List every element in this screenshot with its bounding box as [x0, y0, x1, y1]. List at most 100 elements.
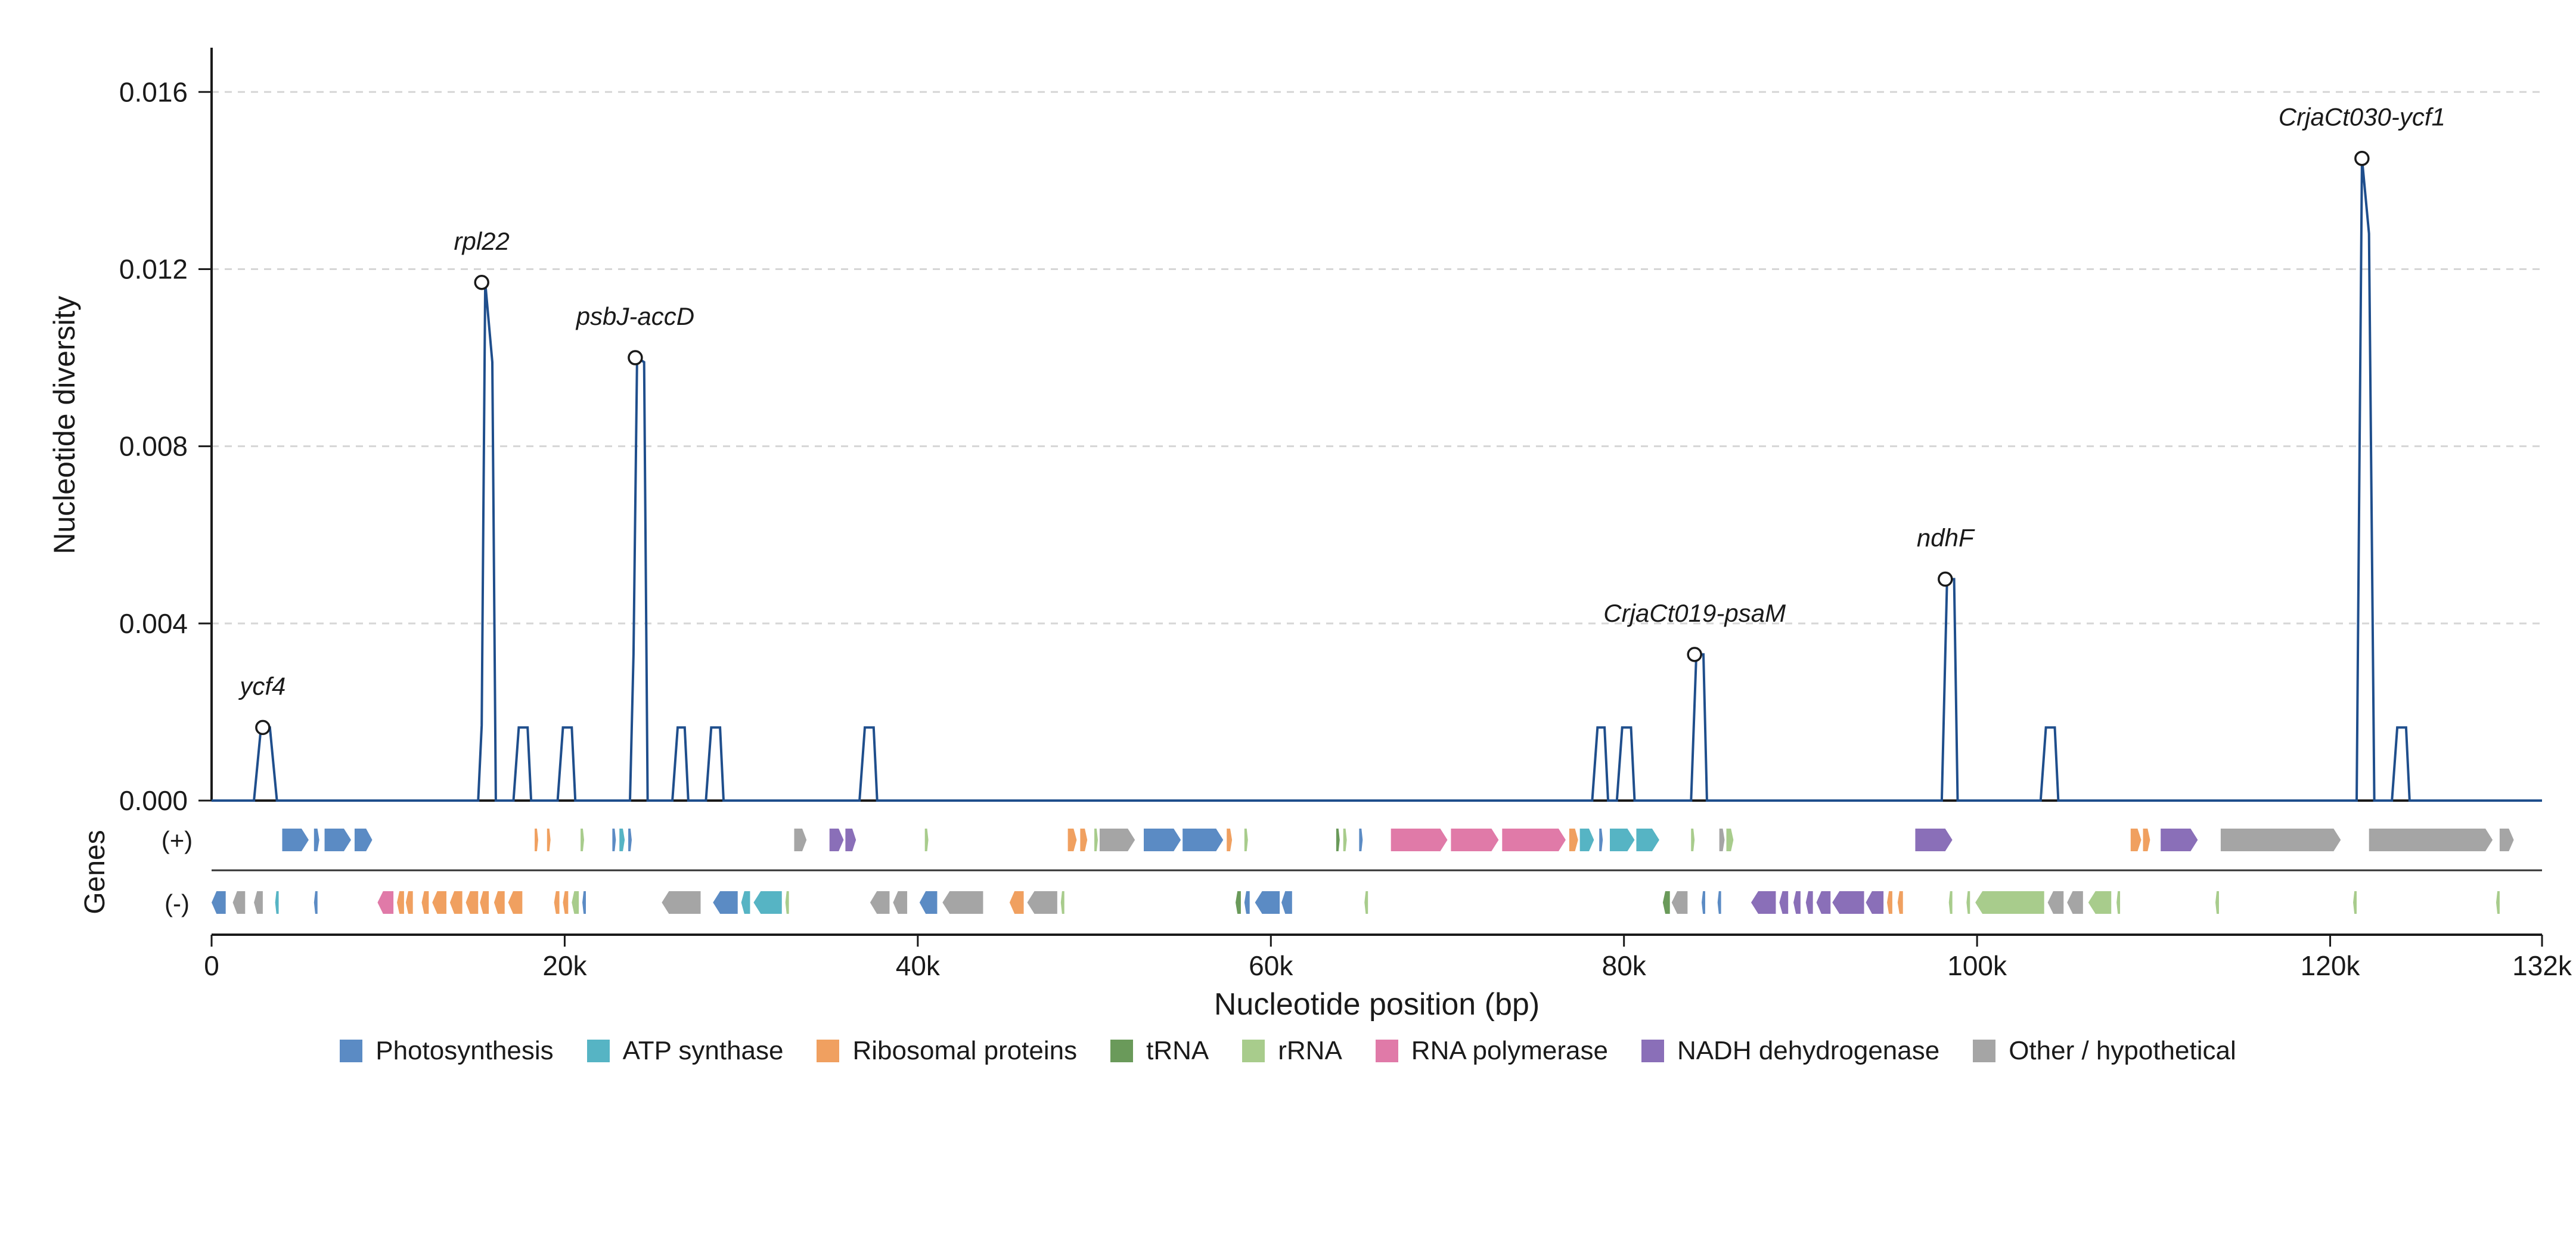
- gene-plus: [1391, 829, 1448, 851]
- legend-label: Ribosomal proteins: [852, 1036, 1078, 1065]
- diversity-line-layer: [212, 158, 2542, 802]
- gene-minus: [1779, 891, 1789, 914]
- gene-plus: [1343, 829, 1347, 851]
- legend-swatch: [340, 1040, 363, 1062]
- legend-item: Ribosomal proteins: [817, 1036, 1077, 1066]
- y-tick-label: 0.012: [119, 253, 188, 284]
- peak-label: ndhF: [1917, 524, 1975, 552]
- legend-label: tRNA: [1146, 1036, 1209, 1065]
- peak-label: psbJ-accD: [575, 302, 694, 330]
- gene-plus: [1610, 829, 1635, 851]
- gene-plus: [1244, 829, 1248, 851]
- genes-track-label: Genes: [79, 830, 111, 914]
- gene-plus: [1579, 829, 1594, 851]
- gene-plus: [1227, 829, 1233, 851]
- gene-minus: [1244, 891, 1250, 914]
- y-axis-label: Nucleotide diversity: [48, 296, 81, 554]
- gene-minus: [421, 891, 429, 914]
- gene-minus: [662, 891, 701, 914]
- gene-minus: [1751, 891, 1776, 914]
- legend-swatch: [1242, 1040, 1265, 1062]
- gene-minus: [713, 891, 738, 914]
- gene-minus: [1805, 891, 1813, 914]
- y-tick-label: 0.004: [119, 608, 188, 639]
- gene-plus: [1094, 829, 1098, 851]
- peak-label: CrjaCt030-ycf1: [2279, 103, 2445, 131]
- gene-plus: [628, 829, 632, 851]
- gene-plus: [1726, 829, 1734, 851]
- gene-minus: [563, 891, 569, 914]
- legend-item: NADH dehydrogenase: [1641, 1036, 1939, 1066]
- gene-minus: [254, 891, 263, 914]
- gene-plus: [1719, 829, 1725, 851]
- gene-minus: [785, 891, 789, 914]
- gene-minus: [870, 891, 890, 914]
- gene-track: [212, 829, 2542, 914]
- peak-label: CrjaCt019-psaM: [1603, 599, 1786, 627]
- chart-legend: Photosynthesis ATP synthase Ribosomal prot…: [0, 1036, 2576, 1066]
- x-axis-label: Nucleotide position (bp): [1214, 987, 1540, 1022]
- x-tick-label: 60k: [1249, 950, 1293, 981]
- peak-marker: [2354, 150, 2370, 166]
- gene-minus: [893, 891, 908, 914]
- gene-plus: [2130, 829, 2142, 851]
- gene-plus: [324, 829, 352, 851]
- gene-plus: [845, 829, 856, 851]
- gene-minus: [554, 891, 560, 914]
- gridlines: [212, 91, 2542, 625]
- gene-plus: [282, 829, 309, 851]
- plus-strand-label: (+): [162, 826, 193, 854]
- gene-minus: [1832, 891, 1864, 914]
- gene-minus: [314, 891, 318, 914]
- gene-minus: [449, 891, 463, 914]
- gene-plus: [1183, 829, 1224, 851]
- gene-minus: [1816, 891, 1831, 914]
- x-tick-label: 100k: [1947, 950, 2007, 981]
- gene-minus: [2088, 891, 2112, 914]
- x-tick-label: 120k: [2301, 950, 2361, 981]
- gene-minus: [1364, 891, 1368, 914]
- gene-plus: [2369, 829, 2493, 851]
- gene-minus: [2047, 891, 2064, 914]
- gene-plus: [2161, 829, 2198, 851]
- gene-plus: [581, 829, 585, 851]
- peak-marker: [1687, 647, 1702, 662]
- x-tick-label: 80k: [1602, 950, 1647, 981]
- legend-label: Other / hypothetical: [2009, 1036, 2236, 1065]
- gene-plus: [1336, 829, 1340, 851]
- legend-item: rRNA: [1242, 1036, 1342, 1066]
- x-tick-label: 20k: [542, 950, 587, 981]
- gene-minus: [1948, 891, 1953, 914]
- peak-annotations: ycf4 rpl22 psbJ-accD CrjaCt019-psaM ndhF Crja…: [238, 103, 2445, 736]
- legend-swatch: [1375, 1040, 1398, 1062]
- legend-label: ATP synthase: [622, 1036, 784, 1065]
- gene-minus: [1966, 891, 1970, 914]
- legend-swatch: [1973, 1040, 1996, 1062]
- axis-labels: Nucleotide diversity Nucleotide position…: [48, 296, 1540, 1022]
- gene-minus: [1060, 891, 1064, 914]
- gene-minus: [1717, 891, 1721, 914]
- gene-minus: [753, 891, 782, 914]
- gene-plus: [1067, 829, 1077, 851]
- gene-plus: [354, 829, 373, 851]
- gene-minus: [465, 891, 479, 914]
- gene-plus: [1144, 829, 1181, 851]
- minus-strand-label: (-): [165, 889, 190, 917]
- gene-minus: [2067, 891, 2083, 914]
- diversity-line: [212, 158, 2542, 802]
- gene-minus: [232, 891, 246, 914]
- legend-swatch: [1110, 1040, 1134, 1062]
- gene-plus: [1080, 829, 1088, 851]
- gene-plus: [924, 829, 929, 851]
- gene-minus: [582, 891, 586, 914]
- peak-marker: [1938, 571, 1953, 587]
- gene-minus: [1887, 891, 1892, 914]
- gene-minus: [741, 891, 750, 914]
- legend-item: tRNA: [1110, 1036, 1209, 1066]
- gene-minus: [919, 891, 938, 914]
- gene-minus: [1281, 891, 1292, 914]
- gene-minus: [275, 891, 279, 914]
- gene-plus: [794, 829, 807, 851]
- legend-item: Other / hypothetical: [1973, 1036, 2236, 1066]
